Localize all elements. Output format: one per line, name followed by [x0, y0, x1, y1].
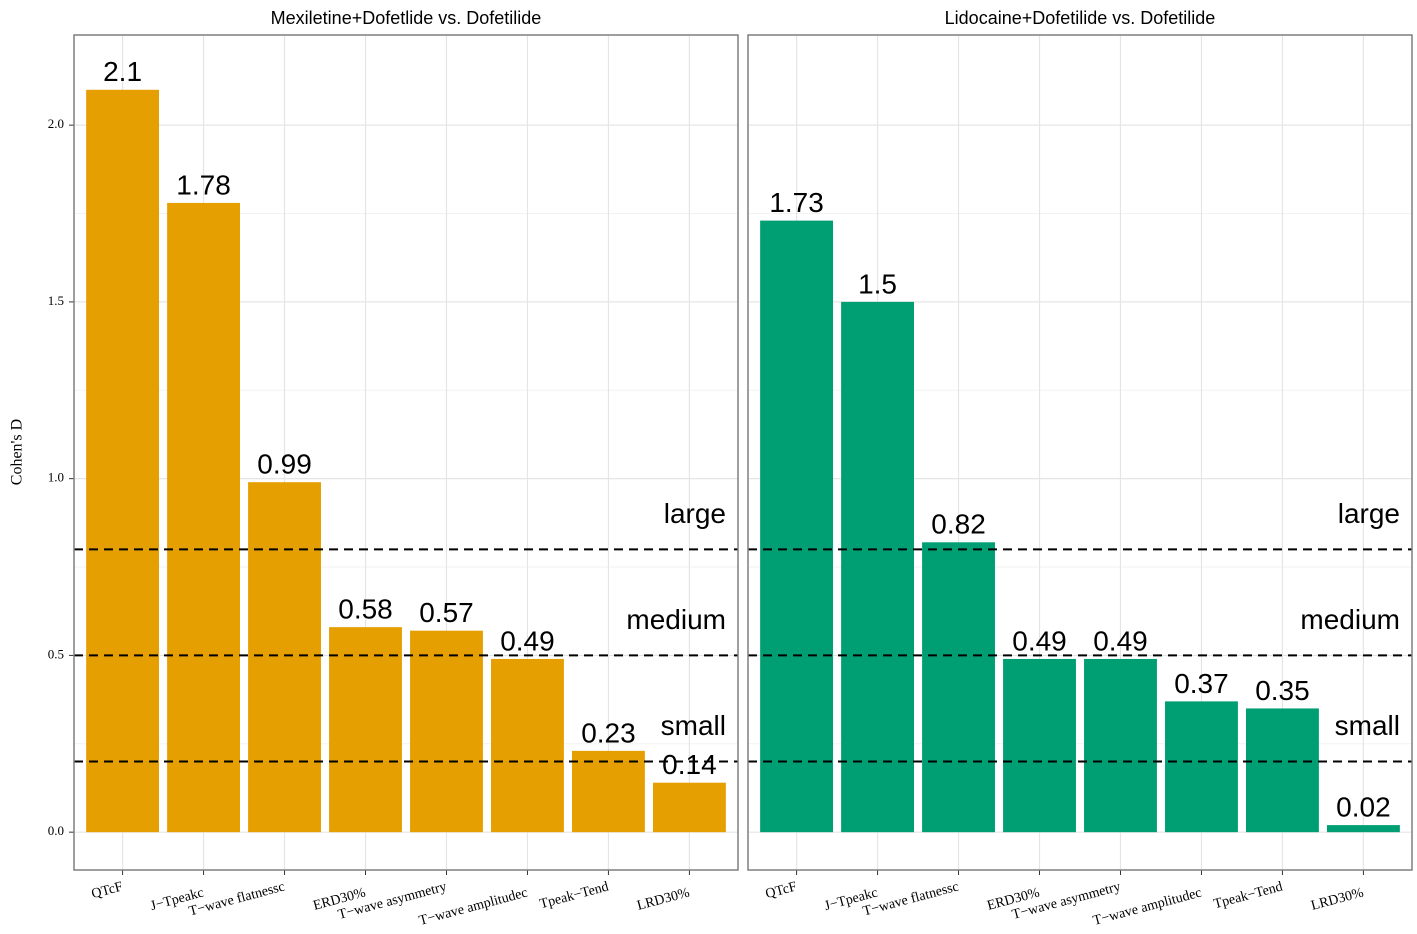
- bar: [329, 627, 402, 833]
- data-label: 0.82: [931, 509, 986, 540]
- y-tick-label: 1.5: [48, 293, 64, 308]
- data-label: 0.99: [257, 449, 312, 480]
- panel-border: [747, 34, 1413, 871]
- bar: [167, 202, 240, 833]
- data-label: 0.23: [581, 717, 636, 748]
- data-label: 0.02: [1336, 791, 1391, 822]
- bar: [1326, 825, 1400, 833]
- reference-label: small: [661, 710, 726, 741]
- bar: [1003, 658, 1076, 833]
- y-tick-label: 2.0: [48, 116, 64, 131]
- panel-title: Mexiletine+Dofetlide vs. Dofetilide: [271, 8, 542, 28]
- x-tick-label: QTcF: [90, 879, 125, 902]
- x-tick-label: Tpeak−Tend: [538, 879, 610, 912]
- x-tick-label: LRD30%: [1310, 885, 1366, 913]
- panel-title: Lidocaine+Dofetilide vs. Dofetilide: [945, 8, 1216, 28]
- reference-label: medium: [1300, 604, 1400, 635]
- data-label: 1.78: [176, 169, 231, 200]
- data-label: 0.49: [1012, 625, 1067, 656]
- reference-label: large: [1338, 498, 1400, 529]
- reference-label: medium: [626, 604, 726, 635]
- y-axis-label: Cohen's D: [9, 419, 26, 485]
- data-label: 2.1: [103, 56, 142, 87]
- data-label: 0.49: [1093, 625, 1148, 656]
- bar: [410, 630, 483, 833]
- data-label: 1.73: [769, 187, 824, 218]
- bar: [1165, 701, 1238, 833]
- bar: [248, 482, 321, 833]
- data-label: 0.35: [1255, 675, 1310, 706]
- reference-label: small: [1335, 710, 1400, 741]
- bar: [1246, 708, 1319, 833]
- bar: [572, 750, 645, 833]
- y-tick-label: 0.0: [48, 823, 64, 838]
- y-tick-label: 0.5: [48, 646, 64, 661]
- bar: [652, 782, 726, 833]
- y-tick-label: 1.0: [48, 470, 64, 485]
- reference-label: large: [664, 498, 726, 529]
- data-label: 0.58: [338, 594, 393, 625]
- data-label: 0.57: [419, 597, 474, 628]
- bar: [1084, 658, 1157, 833]
- bar: [760, 220, 834, 833]
- panel-border: [73, 34, 739, 871]
- x-tick-label: QTcF: [764, 879, 799, 902]
- bar: [841, 301, 914, 833]
- bar: [491, 658, 564, 833]
- data-label: 0.37: [1174, 668, 1229, 699]
- data-label: 0.14: [662, 749, 717, 780]
- data-label: 0.49: [500, 625, 555, 656]
- x-tick-label: Tpeak−Tend: [1212, 879, 1284, 912]
- bar: [86, 89, 160, 833]
- x-tick-label: LRD30%: [636, 885, 692, 913]
- data-label: 1.5: [858, 268, 897, 299]
- bar: [922, 542, 995, 833]
